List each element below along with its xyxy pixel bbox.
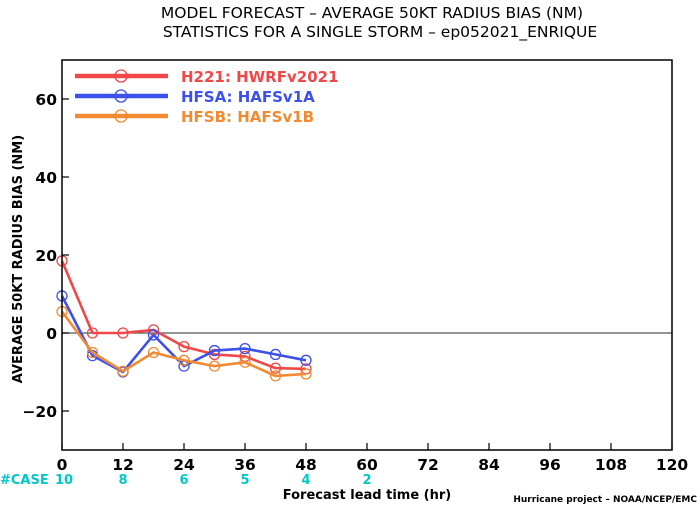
series-line bbox=[60, 295, 307, 374]
series-2 bbox=[56, 305, 312, 382]
x-tick-label: 60 bbox=[356, 456, 378, 474]
case-count: 5 bbox=[240, 473, 249, 488]
y-axis-label: AVERAGE 50KT RADIUS BIAS (NM) bbox=[11, 135, 26, 383]
case-count: 6 bbox=[179, 473, 188, 488]
case-count: 10 bbox=[55, 473, 73, 488]
data-point bbox=[300, 354, 312, 366]
legend-marker bbox=[114, 89, 128, 103]
series-line bbox=[60, 310, 307, 378]
data-point bbox=[300, 363, 312, 375]
data-point bbox=[269, 362, 282, 374]
x-tick-label: 36 bbox=[234, 456, 256, 474]
y-tick-label: 0 bbox=[46, 325, 57, 343]
legend-marker bbox=[114, 109, 128, 123]
x-tick-label: 48 bbox=[295, 456, 317, 474]
legend-item: H221: HWRFv2021 bbox=[75, 68, 339, 86]
data-point bbox=[269, 348, 282, 361]
data-point bbox=[239, 356, 251, 368]
case-count: 2 bbox=[362, 473, 371, 488]
data-point bbox=[117, 327, 129, 339]
case-count: 8 bbox=[118, 473, 127, 488]
case-count: 4 bbox=[301, 473, 310, 488]
data-point bbox=[178, 340, 190, 353]
data-point bbox=[300, 368, 312, 380]
data-point bbox=[178, 354, 190, 366]
y-tick-label: 40 bbox=[35, 169, 57, 187]
data-point bbox=[269, 370, 282, 382]
legend-label: HFSB: HAFSv1B bbox=[181, 108, 314, 126]
x-axis-label: Forecast lead time (hr) bbox=[283, 488, 451, 503]
legend-label: H221: HWRFv2021 bbox=[181, 68, 339, 86]
data-point bbox=[86, 327, 99, 339]
data-point bbox=[208, 360, 221, 372]
legend-marker bbox=[114, 69, 128, 83]
x-tick-label: 96 bbox=[539, 456, 561, 474]
data-point bbox=[147, 329, 160, 341]
series-layer bbox=[56, 255, 312, 382]
y-tick-label: 20 bbox=[35, 247, 57, 265]
series-1 bbox=[56, 290, 312, 378]
series-line bbox=[60, 260, 307, 371]
x-tick-label: 12 bbox=[112, 456, 134, 474]
case-count-row: #CASE 10 8 6 5 4 2 bbox=[0, 473, 372, 488]
chart-subtitle: STATISTICS FOR A SINGLE STORM – ep052021… bbox=[163, 23, 597, 42]
y-tick-label: 60 bbox=[35, 91, 57, 109]
credit-text: Hurricane project – NOAA/NCEP/EMC bbox=[513, 495, 697, 505]
data-point bbox=[239, 342, 251, 355]
plot-frame bbox=[61, 59, 673, 451]
case-label: #CASE bbox=[0, 473, 49, 488]
x-axis-ticks: 0 12 24 36 48 60 72 84 96 108 120 bbox=[57, 443, 689, 474]
x-tick-label: 108 bbox=[595, 456, 627, 474]
chart-title: MODEL FORECAST – AVERAGE 50KT RADIUS BIA… bbox=[161, 4, 583, 22]
data-point bbox=[147, 346, 160, 359]
y-tick-label: −20 bbox=[22, 403, 57, 421]
legend-item: HFSA: HAFSv1A bbox=[75, 88, 315, 106]
x-tick-label: 120 bbox=[656, 456, 689, 474]
data-point bbox=[86, 346, 99, 359]
legend-item: HFSB: HAFSv1B bbox=[75, 108, 314, 126]
legend-label: HFSA: HAFSv1A bbox=[181, 88, 315, 106]
data-point bbox=[208, 344, 221, 357]
x-tick-label: 84 bbox=[478, 456, 500, 474]
x-tick-label: 0 bbox=[57, 456, 68, 474]
x-tick-label: 72 bbox=[417, 456, 439, 474]
y-axis-ticks: −20 0 20 40 60 bbox=[22, 91, 69, 421]
data-point bbox=[117, 365, 129, 377]
x-tick-label: 24 bbox=[173, 456, 195, 474]
legend: H221: HWRFv2021 HFSA: HAFSv1A HFSB: HAFSv1… bbox=[75, 68, 339, 126]
